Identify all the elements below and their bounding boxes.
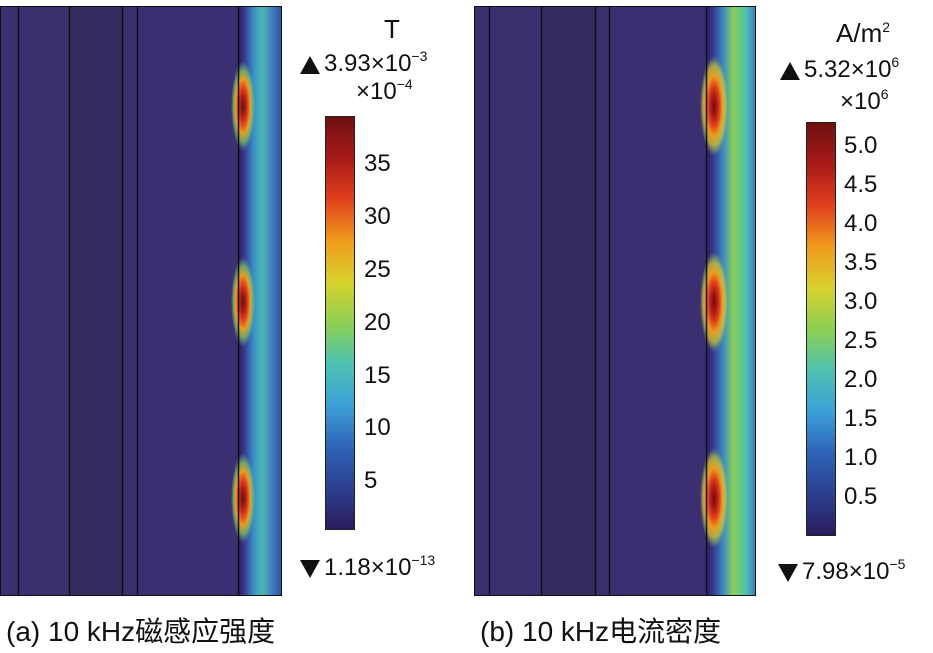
tick-label: 5 bbox=[364, 467, 378, 494]
current-density-map bbox=[474, 6, 756, 596]
max-triangle-icon bbox=[300, 55, 320, 74]
max-triangle-icon bbox=[780, 61, 800, 80]
unit-label-b: A/m2 bbox=[836, 18, 891, 48]
min-triangle-icon bbox=[778, 563, 798, 582]
magnetic-flux-density-map bbox=[0, 6, 282, 596]
unit-label-a: T bbox=[384, 14, 400, 44]
tick-label: 10 bbox=[364, 414, 391, 441]
tick-label: 25 bbox=[364, 256, 391, 283]
tick-label: 0.5 bbox=[844, 483, 878, 510]
max-value-b: 5.32×106 bbox=[780, 55, 899, 82]
tick-label: 5.0 bbox=[844, 132, 878, 159]
min-triangle-icon bbox=[300, 559, 320, 578]
field-plot-a bbox=[0, 6, 282, 596]
tick-label: 3.5 bbox=[844, 249, 878, 276]
tick-label: 35 bbox=[364, 150, 391, 177]
min-value-b: 7.98×10−5 bbox=[778, 557, 905, 584]
tick-label: 3.0 bbox=[844, 288, 878, 315]
caption-b: (b) 10 kHz电流密度 bbox=[480, 616, 722, 647]
tick-label: 2.5 bbox=[844, 327, 878, 354]
field-plot-b bbox=[474, 6, 756, 596]
tick-label: 20 bbox=[364, 309, 391, 336]
tick-label: 1.0 bbox=[844, 444, 878, 471]
max-value-a: 3.93×10−3 bbox=[300, 49, 427, 76]
colorbar-a bbox=[325, 116, 355, 530]
tick-label: 1.5 bbox=[844, 405, 878, 432]
min-value-a: 1.18×10−13 bbox=[300, 553, 435, 580]
multiplier-b: ×106 bbox=[840, 86, 889, 115]
tick-label: 15 bbox=[364, 362, 391, 389]
tick-label: 4.0 bbox=[844, 210, 878, 237]
tick-label: 2.0 bbox=[844, 366, 878, 393]
caption-a: (a) 10 kHz磁感应强度 bbox=[6, 616, 276, 647]
multiplier-a: ×10−4 bbox=[356, 76, 413, 105]
colorbar-b bbox=[806, 122, 836, 536]
tick-label: 30 bbox=[364, 203, 391, 230]
tick-label: 4.5 bbox=[844, 171, 878, 198]
